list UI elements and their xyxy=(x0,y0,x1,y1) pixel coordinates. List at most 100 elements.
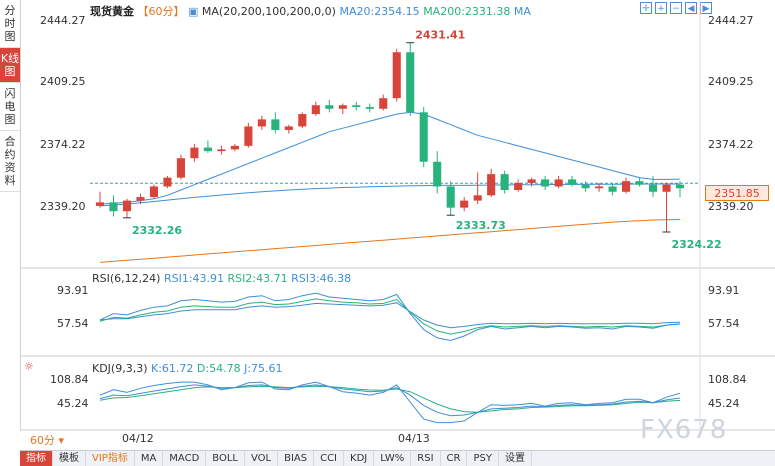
ma200-line xyxy=(99,218,681,263)
symbol-name: 现货黄金 xyxy=(90,5,134,18)
candle-body xyxy=(554,179,563,187)
rsi3-value: RSI3:46.38 xyxy=(291,272,352,285)
candle-body xyxy=(230,145,239,150)
ma-extra: MA xyxy=(513,5,531,18)
zoom-out-icon[interactable]: − xyxy=(670,2,682,14)
candle-body xyxy=(446,186,455,208)
rsi-title[interactable]: RSI(6,12,24) xyxy=(92,272,161,285)
kdj-d-value: D:54.78 xyxy=(196,362,241,375)
kdj-header: KDJ(9,3,3) K:61.72 D:54.78 J:75.61 xyxy=(92,362,283,375)
kdj-k-value: K:61.72 xyxy=(151,362,194,375)
candle-body xyxy=(190,147,199,159)
toolbar-bias[interactable]: BIAS xyxy=(278,451,315,466)
date-label-0: 04/12 xyxy=(122,432,154,445)
tab-timeshare[interactable]: 分时图 xyxy=(0,0,20,48)
candle-body xyxy=(217,149,226,152)
price-label-right-3: 2339.20 xyxy=(708,200,754,213)
kdj-title[interactable]: KDJ(9,3,3) xyxy=(92,362,148,375)
candle-body xyxy=(675,184,685,189)
candle-body xyxy=(648,184,658,192)
candle-body xyxy=(568,179,577,185)
price-annotation: 2333.73 xyxy=(456,219,506,232)
rsi-axis-left-0: 93.91 xyxy=(57,284,89,297)
ma200-value: MA200:2331.38 xyxy=(423,5,511,18)
ma-params: MA(20,200,100,200,0,0) xyxy=(201,5,336,18)
rsi2-line xyxy=(99,298,681,335)
candle-body xyxy=(379,98,388,109)
candle-body xyxy=(406,52,415,113)
caret-down-icon: ▾ xyxy=(58,434,65,447)
price-label-right-0: 2444.27 xyxy=(708,14,754,27)
rsi1-line xyxy=(99,292,681,342)
chart-svg[interactable]: 2431.41 2332.26 2333.73 2324.22 xyxy=(0,0,775,450)
toolbar-boll[interactable]: BOLL xyxy=(206,451,245,466)
candle-body xyxy=(352,105,361,108)
toolbar-template[interactable]: 模板 xyxy=(53,451,86,466)
candle-body xyxy=(109,202,118,212)
toolbar-ma[interactable]: MA xyxy=(135,451,164,466)
zoom-in-icon[interactable]: + xyxy=(655,2,667,14)
price-annotation: 2431.41 xyxy=(415,29,465,42)
price-annotation: 2324.22 xyxy=(672,238,722,251)
crosshair-icon[interactable]: ✛ xyxy=(640,2,652,14)
watermark: FX678 xyxy=(640,415,728,445)
kdj-axis-left-0: 108.84 xyxy=(50,373,89,386)
price-label-right-2: 2374.22 xyxy=(708,138,754,151)
tab-kline[interactable]: K线图 xyxy=(0,48,20,83)
scroll-left-icon[interactable]: ◀ xyxy=(685,2,697,14)
kdj-axis-right-1: 45.24 xyxy=(708,397,740,410)
kdj-settings-icon[interactable]: ☼ xyxy=(24,360,34,373)
period-selector[interactable]: 60分 ▾ xyxy=(30,432,64,448)
candle-body xyxy=(284,126,293,130)
candle-body xyxy=(608,186,617,192)
candle-body xyxy=(541,179,550,187)
price-label-left-3: 2339.20 xyxy=(40,200,86,213)
toolbar-kdj[interactable]: KDJ xyxy=(344,451,375,466)
kdj-j-value: J:75.61 xyxy=(244,362,283,375)
rsi3-line xyxy=(99,302,681,329)
toolbar-rsi[interactable]: RSI xyxy=(411,451,441,466)
chart-tools: ✛ + − ◀ ▶ xyxy=(640,2,712,14)
candle-body xyxy=(419,112,428,162)
period-selector-label: 60分 xyxy=(30,434,55,447)
candle-body xyxy=(514,182,523,191)
candle-body xyxy=(176,158,185,178)
side-tabs: 分时图 K线图 闪电图 合约资料 xyxy=(0,0,21,430)
candle-body xyxy=(460,200,469,208)
period-label[interactable]: 【60分】 xyxy=(137,5,185,18)
toolbar-vip-indicators[interactable]: VIP指标 xyxy=(86,451,135,466)
toolbar-lw[interactable]: LW% xyxy=(374,451,412,466)
kdj-axis-right-0: 108.84 xyxy=(708,373,747,386)
price-annotation: 2332.26 xyxy=(132,224,182,237)
date-label-1: 04/13 xyxy=(398,432,430,445)
candle-body xyxy=(487,174,496,196)
toolbar-vol[interactable]: VOL xyxy=(245,451,279,466)
candle-body xyxy=(581,184,590,189)
toolbar-cci[interactable]: CCI xyxy=(314,451,345,466)
price-label-right-1: 2409.25 xyxy=(708,75,754,88)
candle-body xyxy=(122,200,132,212)
ma20-value: MA20:2354.15 xyxy=(339,5,420,18)
ma-settings-icon[interactable]: ▣ xyxy=(188,5,199,18)
toolbar-cr[interactable]: CR xyxy=(441,451,468,466)
candle-body xyxy=(325,105,334,109)
tab-flash[interactable]: 闪电图 xyxy=(0,83,20,131)
toolbar-macd[interactable]: MACD xyxy=(163,451,207,466)
kdj-k-line xyxy=(99,384,681,417)
candle-body xyxy=(635,181,644,185)
chart-header: 现货黄金 【60分】 ▣ MA(20,200,100,200,0,0) MA20… xyxy=(90,3,531,19)
candle-body xyxy=(136,197,145,201)
rsi-axis-right-0: 93.91 xyxy=(708,284,740,297)
price-label-left-1: 2409.25 xyxy=(40,75,86,88)
toolbar-indicators[interactable]: 指标 xyxy=(20,451,53,466)
candle-body xyxy=(365,107,374,109)
toolbar-settings[interactable]: 设置 xyxy=(499,451,532,466)
candle-body xyxy=(244,126,253,146)
ma3-line xyxy=(99,183,680,207)
candle-body xyxy=(662,184,671,192)
candle-body xyxy=(433,161,442,187)
kdj-j-line xyxy=(99,381,681,424)
tab-contract-info[interactable]: 合约资料 xyxy=(0,131,20,192)
price-label-left-0: 2444.27 xyxy=(40,14,86,27)
toolbar-psy[interactable]: PSY xyxy=(467,451,499,466)
